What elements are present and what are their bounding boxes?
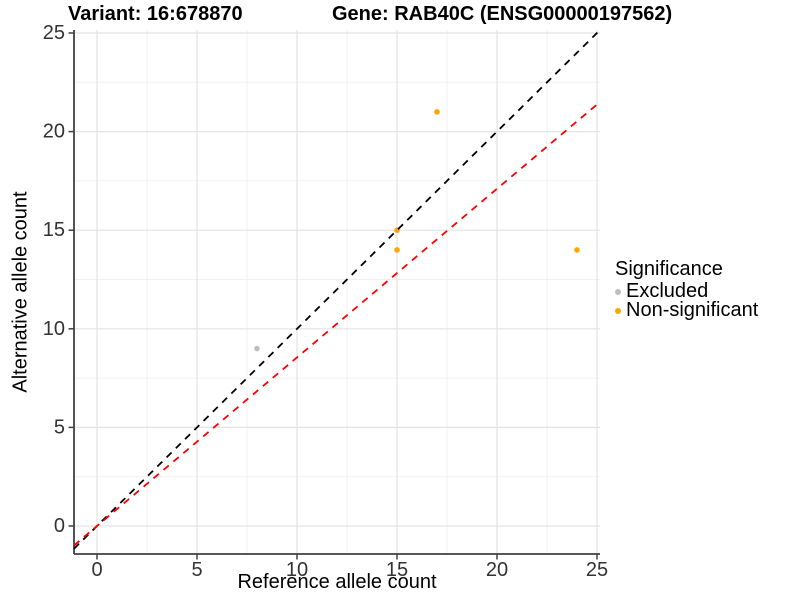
identity-line <box>73 29 601 550</box>
x-tick-label: 5 <box>191 559 202 581</box>
x-tick-label: 0 <box>91 559 102 581</box>
fit-line <box>73 101 601 547</box>
y-tick-label: 5 <box>54 416 65 438</box>
legend-entry-non-significant: Non-significant <box>615 299 759 321</box>
legend-label-non-significant: Non-significant <box>626 299 759 321</box>
y-tick-label: 25 <box>43 22 65 44</box>
x-tick-label: 25 <box>586 559 608 581</box>
y-tick-label: 20 <box>43 121 65 143</box>
x-axis-title: Reference allele count <box>237 571 437 593</box>
y-tick-label: 10 <box>43 318 65 340</box>
data-point-excluded <box>254 345 260 352</box>
legend-title: Significance <box>615 258 723 280</box>
y-tick-label: 0 <box>54 515 65 537</box>
legend-label-excluded: Excluded <box>626 280 709 302</box>
plot-title-gene: Gene: RAB40C (ENSG00000197562) <box>332 3 673 25</box>
plot-title-variant: Variant: 16:678870 <box>68 3 243 25</box>
x-tick-label: 10 <box>286 559 308 581</box>
x-tick-label: 15 <box>386 559 408 581</box>
legend-entry-excluded: Excluded <box>615 280 758 302</box>
non-significant-point-icon <box>615 307 621 314</box>
y-tick-label: 15 <box>43 219 65 241</box>
y-axis-title: Alternative allele count <box>9 191 32 393</box>
data-point-non-significant <box>434 109 440 115</box>
data-point-non-significant <box>394 247 400 253</box>
x-tick-label: 20 <box>486 559 508 581</box>
legend: Significance Excluded Non-significant <box>615 258 758 320</box>
excluded-point-icon <box>615 288 621 295</box>
data-point-non-significant <box>574 247 580 253</box>
